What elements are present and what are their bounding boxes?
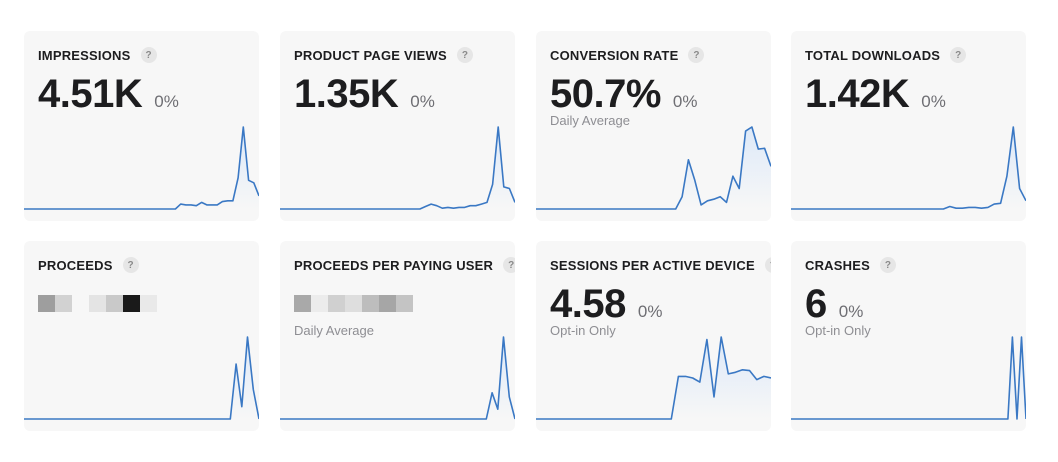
sparkline-line xyxy=(24,336,259,420)
sparkline-area xyxy=(280,337,515,419)
sparkline-chart xyxy=(536,336,771,420)
sparkline-area xyxy=(280,127,515,209)
card-title: CRASHES xyxy=(805,257,870,273)
card-total-downloads[interactable]: TOTAL DOWNLOADS ? 1.42K 0% xyxy=(791,31,1026,221)
card-title: SESSIONS PER ACTIVE DEVICE xyxy=(550,257,755,273)
sparkline-area xyxy=(536,127,771,209)
redacted-value xyxy=(294,295,413,312)
metric-change: 0% xyxy=(672,92,698,111)
metric-change: 0% xyxy=(921,92,946,111)
help-icon[interactable]: ? xyxy=(879,257,896,273)
metric-change: 0% xyxy=(838,302,864,321)
sparkline-chart xyxy=(24,126,259,210)
card-sessions-per-active-device[interactable]: SESSIONS PER ACTIVE DEVICE ? 4.58 0% Opt… xyxy=(536,241,771,431)
metric-value: 4.58 xyxy=(550,282,626,326)
help-icon[interactable]: ? xyxy=(503,257,515,273)
card-title: CONVERSION RATE xyxy=(550,47,679,63)
metric-value: 1.35K xyxy=(294,72,399,116)
sparkline-chart xyxy=(791,126,1026,210)
help-icon[interactable]: ? xyxy=(764,257,771,273)
help-icon[interactable]: ? xyxy=(950,47,967,63)
card-title: TOTAL DOWNLOADS xyxy=(805,47,941,63)
sparkline-area xyxy=(536,337,771,419)
card-title: IMPRESSIONS xyxy=(38,47,131,63)
sparkline-chart xyxy=(280,126,515,210)
card-proceeds-per-paying-user[interactable]: PROCEEDS PER PAYING USER ? Daily Average xyxy=(280,241,515,431)
metric-value: 6 xyxy=(805,282,827,326)
sparkline-line xyxy=(791,126,1026,210)
metric-subtitle: Opt-in Only xyxy=(805,323,871,338)
help-icon[interactable]: ? xyxy=(688,47,705,63)
metric-change: 0% xyxy=(637,302,663,321)
sparkline-area xyxy=(24,337,259,419)
sparkline-chart xyxy=(24,336,259,420)
sparkline-area xyxy=(24,127,259,209)
metric-change: 0% xyxy=(154,92,179,111)
help-icon[interactable]: ? xyxy=(456,47,473,63)
sparkline-line xyxy=(536,126,771,210)
metric-subtitle: Opt-in Only xyxy=(550,323,616,338)
card-title: PROCEEDS PER PAYING USER xyxy=(294,257,494,273)
sparkline-area xyxy=(791,337,1026,419)
metric-value: 1.42K xyxy=(805,72,910,116)
sparkline-chart xyxy=(791,336,1026,420)
card-title: PROCEEDS xyxy=(38,257,113,273)
sparkline-chart xyxy=(280,336,515,420)
card-crashes[interactable]: CRASHES ? 6 0% Opt-in Only xyxy=(791,241,1026,431)
metric-subtitle: Daily Average xyxy=(294,323,374,338)
card-conversion-rate[interactable]: CONVERSION RATE ? 50.7% 0% Daily Average xyxy=(536,31,771,221)
card-product-page-views[interactable]: PRODUCT PAGE VIEWS ? 1.35K 0% xyxy=(280,31,515,221)
help-icon[interactable]: ? xyxy=(140,47,157,63)
sparkline-line xyxy=(536,336,771,420)
redacted-value xyxy=(38,295,157,312)
sparkline-area xyxy=(791,127,1026,209)
card-proceeds[interactable]: PROCEEDS ? xyxy=(24,241,259,431)
help-icon[interactable]: ? xyxy=(122,257,139,273)
sparkline-line xyxy=(280,126,515,210)
metric-value: 4.51K xyxy=(38,72,143,116)
sparkline-line xyxy=(791,336,1026,420)
card-title: PRODUCT PAGE VIEWS xyxy=(294,47,447,63)
card-impressions[interactable]: IMPRESSIONS ? 4.51K 0% xyxy=(24,31,259,221)
metric-change: 0% xyxy=(410,92,435,111)
sparkline-chart xyxy=(536,126,771,210)
sparkline-line xyxy=(24,126,259,210)
metric-value: 50.7% xyxy=(550,72,661,116)
sparkline-line xyxy=(280,336,515,420)
metric-subtitle: Daily Average xyxy=(550,113,630,128)
